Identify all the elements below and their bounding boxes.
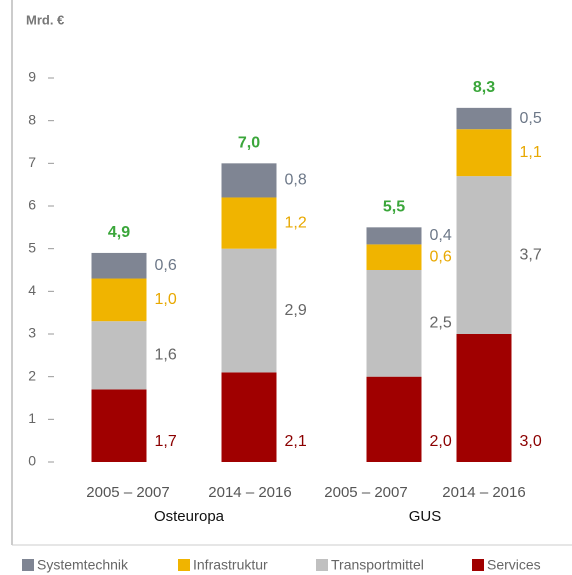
bar-segment [366, 244, 422, 270]
legend-swatch [316, 559, 328, 571]
data-label: 2,0 [430, 433, 452, 450]
x-tick-label: 2005 – 2007 [86, 484, 169, 501]
bar-segment [91, 389, 147, 462]
legend-label: Transportmittel [331, 557, 424, 573]
data-label: 1,7 [155, 433, 177, 450]
legend-swatch [178, 559, 190, 571]
data-label: 2,5 [430, 315, 452, 332]
y-tick-label: 3 [28, 325, 36, 341]
total-label: 5,5 [383, 199, 405, 216]
bar-segment [221, 248, 277, 373]
y-tick-label: 7 [28, 154, 36, 170]
bar-segment [221, 372, 277, 462]
legend-label: Systemtechnik [37, 557, 129, 573]
bar-segment [366, 376, 422, 462]
bar-segment [91, 321, 147, 390]
total-label: 7,0 [238, 135, 260, 152]
data-label: 2,9 [285, 302, 307, 319]
data-label: 1,1 [520, 144, 542, 161]
bar-segment [91, 278, 147, 322]
data-label: 0,8 [285, 172, 307, 189]
y-tick-label: 9 [28, 69, 36, 85]
y-tick-label: 8 [28, 111, 36, 127]
data-label: 1,2 [285, 214, 307, 231]
bar-segment [91, 252, 147, 279]
x-tick-label: 2014 – 2016 [208, 484, 291, 501]
total-label: 4,9 [108, 224, 130, 241]
y-tick-label: 4 [28, 282, 36, 298]
group-label: GUS [409, 508, 442, 525]
y-tick-label: 6 [28, 197, 36, 213]
y-tick-label: 5 [28, 239, 36, 255]
group-label: Osteuropa [154, 508, 225, 525]
legend-swatch [472, 559, 484, 571]
y-tick-label: 2 [28, 367, 36, 383]
y-tick-label: 1 [28, 410, 36, 426]
bar-segment [456, 129, 512, 177]
bar-segment [456, 334, 512, 462]
bar-segment [456, 107, 512, 130]
total-label: 8,3 [473, 79, 495, 96]
data-label: 0,6 [155, 257, 177, 274]
legend-swatch [22, 559, 34, 571]
data-label: 2,1 [285, 433, 307, 450]
y-axis-label: Mrd. € [26, 12, 64, 27]
legend-label: Infrastruktur [193, 557, 268, 573]
y-tick-label: 0 [28, 453, 36, 469]
legend-label: Services [487, 557, 541, 573]
bar-segment [366, 227, 422, 245]
bar-segment [456, 176, 512, 334]
data-label: 3,0 [520, 433, 542, 450]
bar-segment [366, 270, 422, 377]
bar-segment [221, 163, 277, 198]
x-tick-label: 2005 – 2007 [324, 484, 407, 501]
bar-segment [221, 197, 277, 249]
data-label: 1,6 [155, 347, 177, 364]
data-label: 0,5 [520, 110, 542, 127]
data-label: 0,4 [430, 227, 452, 244]
data-label: 3,7 [520, 246, 542, 263]
x-tick-label: 2014 – 2016 [442, 484, 525, 501]
data-label: 1,0 [155, 291, 177, 308]
data-label: 0,6 [430, 248, 452, 265]
